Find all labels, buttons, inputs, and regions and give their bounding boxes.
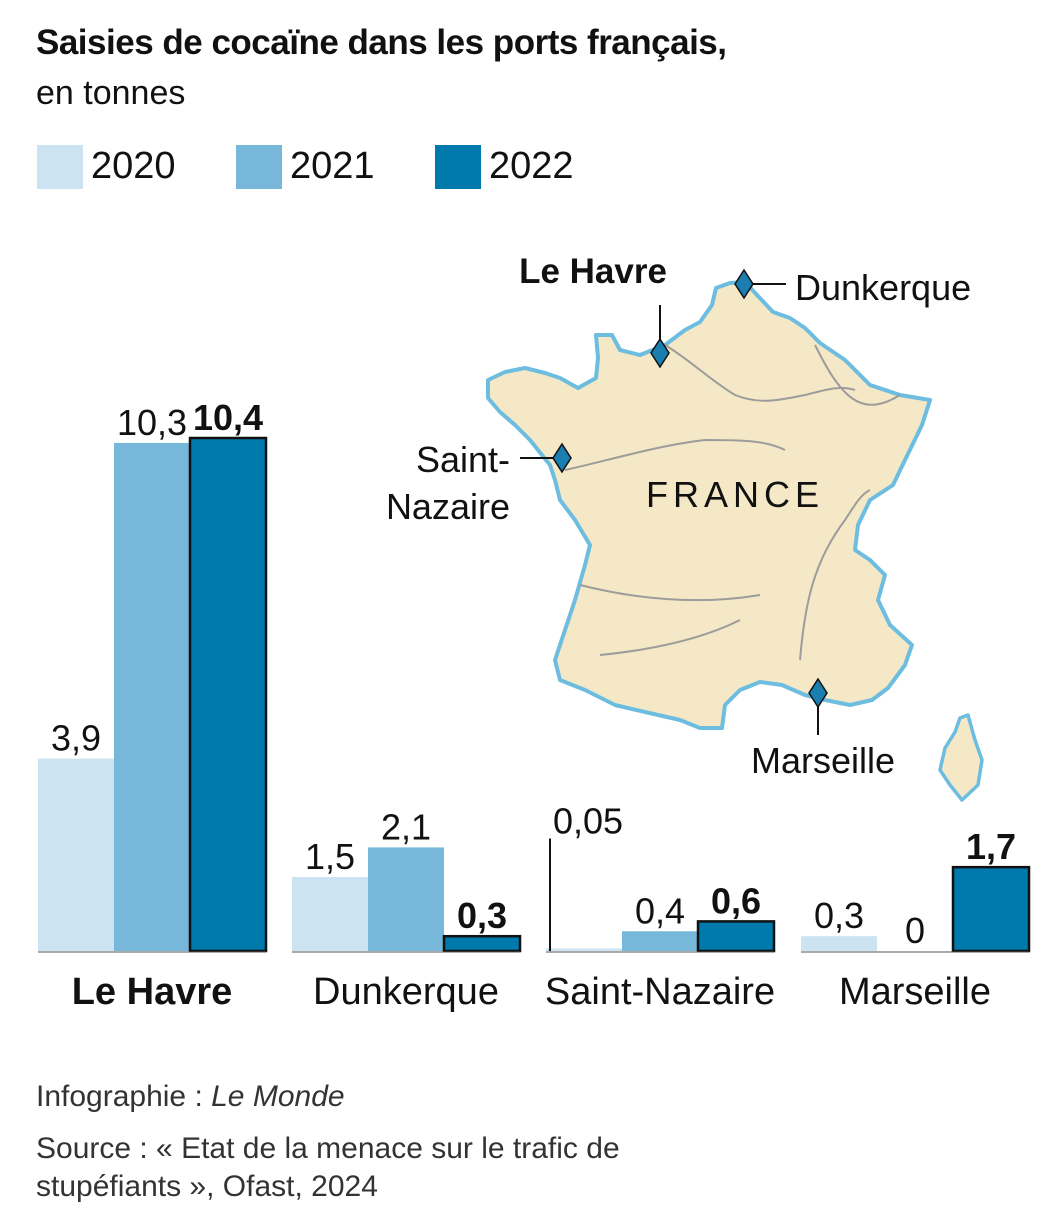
map-port-le-havre: Le Havre bbox=[519, 252, 670, 369]
map-marker-le-havre bbox=[650, 337, 670, 369]
bar-dunkerque-2022 bbox=[442, 934, 522, 953]
value-label-saint-nazaire-2022: 0,6 bbox=[711, 880, 761, 921]
bar-marseille-2022 bbox=[951, 865, 1031, 953]
chart-title: Saisies de cocaïne dans les ports frança… bbox=[36, 23, 727, 62]
map-marker-saint-nazaire bbox=[552, 442, 572, 474]
legend-swatch-2020 bbox=[37, 145, 83, 189]
bar-marseille-2020 bbox=[801, 936, 877, 951]
map-port-marseille: Marseille bbox=[751, 677, 895, 781]
credit-prefix: Infographie : bbox=[36, 1080, 212, 1113]
map-marker-marseille bbox=[808, 677, 828, 709]
bar-dunkerque-2020 bbox=[292, 877, 368, 951]
map-port-saint-nazaire: Saint- Nazaire bbox=[386, 439, 572, 527]
legend-swatch-2021 bbox=[236, 145, 282, 189]
category-label-saint-nazaire: Saint-Nazaire bbox=[545, 971, 775, 1013]
bar-le-havre-2022 bbox=[188, 436, 268, 953]
bar-group-marseille: 0,3 0 1,7 Marseille bbox=[801, 826, 1031, 1013]
bar-saint-nazaire-2020 bbox=[546, 948, 622, 951]
source-note: Source : « Etat de la menace sur le traf… bbox=[36, 1132, 620, 1203]
map-ports: Dunkerque Le Havre Saint- Nazaire Marseille bbox=[386, 252, 971, 781]
bar-group-le-havre: 3,9 10,3 10,4 Le Havre bbox=[38, 397, 268, 1013]
value-label-saint-nazaire-2021: 0,4 bbox=[635, 890, 685, 931]
legend-swatch-2022 bbox=[435, 145, 481, 189]
bars: 3,9 10,3 10,4 Le Havre 1,5 2,1 0,3 Dunkerque 0,0… bbox=[38, 397, 1031, 1013]
value-label-le-havre-2020: 3,9 bbox=[51, 718, 101, 759]
category-label-marseille: Marseille bbox=[839, 971, 991, 1013]
map-label-marseille: Marseille bbox=[751, 740, 895, 781]
value-label-marseille-2021: 0 bbox=[905, 910, 925, 951]
value-label-dunkerque-2021: 2,1 bbox=[381, 806, 431, 847]
value-label-marseille-2020: 0,3 bbox=[814, 895, 864, 936]
legend-label-2022: 2022 bbox=[489, 145, 574, 187]
bar-dunkerque-2021 bbox=[368, 847, 444, 951]
category-label-dunkerque: Dunkerque bbox=[313, 971, 499, 1013]
value-label-le-havre-2022: 10,4 bbox=[193, 397, 263, 438]
rivers bbox=[564, 344, 901, 661]
map-country-label: FRANCE bbox=[646, 474, 824, 515]
value-label-dunkerque-2020: 1,5 bbox=[305, 836, 355, 877]
bar-le-havre-2020 bbox=[38, 758, 114, 951]
credit-name: Le Monde bbox=[211, 1080, 345, 1113]
category-label-le-havre: Le Havre bbox=[72, 971, 233, 1013]
value-label-marseille-2022: 1,7 bbox=[966, 826, 1016, 867]
map-port-dunkerque: Dunkerque bbox=[734, 267, 971, 308]
corsica bbox=[938, 713, 984, 802]
bar-le-havre-2021 bbox=[114, 442, 190, 951]
map-label-dunkerque: Dunkerque bbox=[795, 267, 971, 308]
bar-group-saint-nazaire: 0,05 0,4 0,6 Saint-Nazaire bbox=[545, 801, 776, 1013]
map-label-saint-nazaire: Saint- bbox=[416, 439, 510, 480]
map-label-saint-nazaire-line2: Nazaire bbox=[386, 486, 510, 527]
bar-saint-nazaire-2022 bbox=[696, 920, 776, 953]
chart-subtitle: en tonnes bbox=[36, 74, 186, 112]
bar-saint-nazaire-2021 bbox=[622, 931, 698, 951]
map-label-le-havre: Le Havre bbox=[519, 252, 667, 291]
bar-group-dunkerque: 1,5 2,1 0,3 Dunkerque bbox=[292, 806, 522, 1013]
france-mainland bbox=[486, 280, 932, 730]
legend-label-2020: 2020 bbox=[91, 145, 176, 187]
value-label-dunkerque-2022: 0,3 bbox=[457, 895, 507, 936]
france-map: FRANCE Dunkerque Le Havre Saint- Nazaire Mar… bbox=[386, 252, 984, 802]
value-label-le-havre-2021: 10,3 bbox=[117, 402, 187, 443]
value-label-saint-nazaire-2020: 0,05 bbox=[553, 801, 623, 842]
legend-label-2021: 2021 bbox=[290, 145, 375, 187]
map-marker-dunkerque bbox=[734, 268, 754, 300]
credit: Infographie : Le Monde bbox=[36, 1078, 345, 1116]
